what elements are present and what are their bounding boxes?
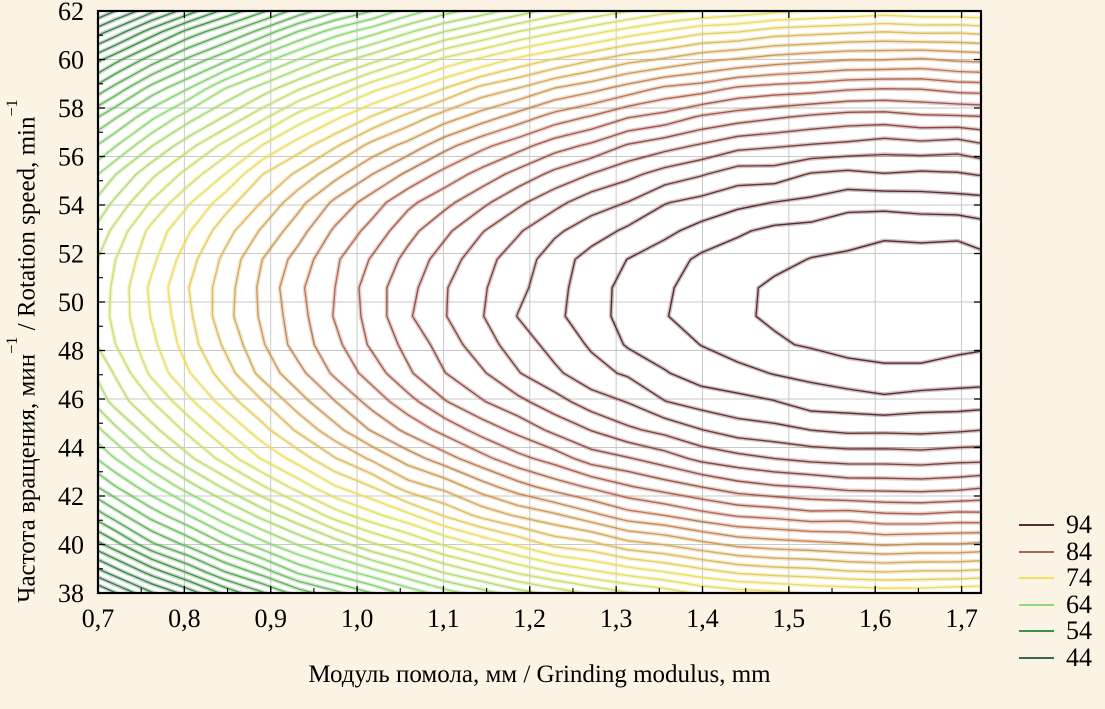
svg-text:1,1: 1,1 — [427, 604, 460, 633]
svg-text:1,7: 1,7 — [945, 604, 978, 633]
svg-text:52: 52 — [58, 240, 84, 269]
svg-text:0,8: 0,8 — [168, 604, 201, 633]
svg-text:1,5: 1,5 — [773, 604, 806, 633]
svg-text:44: 44 — [58, 434, 84, 463]
svg-text:1,3: 1,3 — [600, 604, 633, 633]
svg-text:1,2: 1,2 — [514, 604, 547, 633]
svg-text:38: 38 — [58, 579, 84, 608]
svg-text:0,9: 0,9 — [254, 604, 287, 633]
svg-text:50: 50 — [58, 288, 84, 317]
svg-text:40: 40 — [58, 531, 84, 560]
svg-text:1,6: 1,6 — [859, 604, 892, 633]
svg-text:0,7: 0,7 — [82, 604, 115, 633]
svg-text:42: 42 — [58, 482, 84, 511]
svg-text:1,4: 1,4 — [686, 604, 719, 633]
svg-text:46: 46 — [58, 385, 84, 414]
svg-text:48: 48 — [58, 337, 84, 366]
svg-text:1,0: 1,0 — [341, 604, 374, 633]
